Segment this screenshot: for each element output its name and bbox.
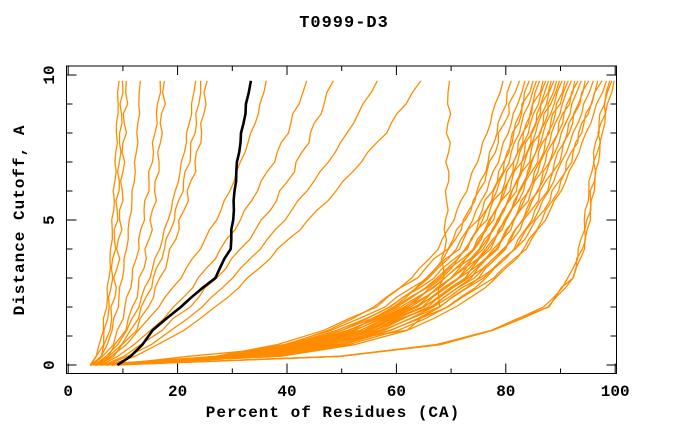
model-curve — [95, 80, 603, 366]
model-curve — [92, 80, 162, 366]
model-curve — [117, 80, 615, 366]
x-tick-label: 60 — [387, 383, 406, 401]
model-curve — [94, 80, 197, 366]
model-curve — [90, 80, 124, 366]
model-curve — [90, 80, 534, 366]
model-curve — [106, 80, 590, 366]
y-tick-label: 5 — [41, 215, 59, 225]
model-curve — [100, 80, 569, 366]
model-curve — [95, 80, 566, 366]
model-curve — [90, 80, 599, 366]
model-curve — [97, 80, 208, 366]
model-curve — [97, 80, 267, 366]
model-curve — [95, 80, 166, 366]
model-curve — [95, 80, 512, 366]
model-curve — [90, 80, 504, 366]
model-curve — [106, 80, 378, 366]
model-curves — [89, 80, 615, 367]
model-curve — [111, 80, 547, 366]
model-curve — [111, 80, 530, 366]
model-curve — [95, 80, 538, 366]
chart-title: T0999-D3 — [299, 14, 389, 33]
model-curve — [103, 80, 335, 366]
model-curve — [106, 80, 544, 366]
model-curve — [95, 80, 552, 366]
model-curve — [100, 80, 521, 366]
highlighted-model-curve — [116, 80, 253, 367]
model-curve — [100, 80, 308, 366]
model-curve — [90, 80, 579, 366]
model-curve — [96, 80, 202, 366]
x-tick-label: 40 — [277, 383, 296, 401]
model-curve — [106, 80, 572, 366]
x-tick-label: 0 — [63, 383, 73, 401]
x-tick-label: 20 — [168, 383, 187, 401]
x-tick-label: 100 — [601, 383, 630, 401]
model-curve — [111, 80, 594, 366]
x-tick-label: 80 — [496, 383, 515, 401]
y-axis-label: Distance Cutoff, A — [11, 125, 29, 316]
model-curve — [100, 80, 608, 366]
model-curve — [90, 80, 142, 366]
model-curve — [108, 80, 422, 366]
model-curve — [89, 80, 120, 366]
model-curve — [90, 80, 563, 366]
model-curve — [92, 80, 129, 366]
model-curve — [111, 80, 561, 366]
tick-labels: 0 20 40 60 80 100 0 5 10 — [41, 65, 630, 401]
y-tick-label: 0 — [41, 360, 59, 370]
x-axis-label: Percent of Residues (CA) — [206, 404, 460, 422]
model-curve — [100, 80, 555, 366]
axis-ticks — [66, 66, 617, 374]
y-tick-label: 10 — [41, 65, 59, 84]
